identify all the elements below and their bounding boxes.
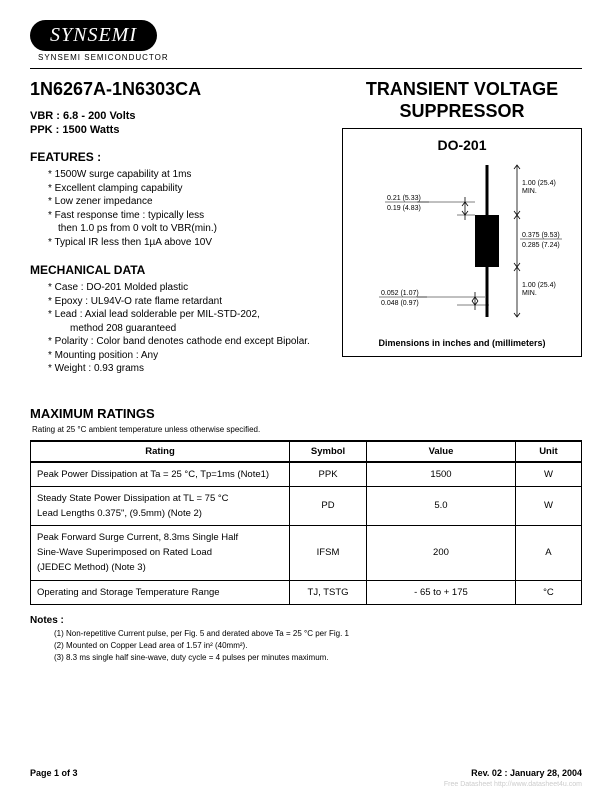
notes-title: Notes :: [30, 615, 582, 626]
feature-item: Low zener impedance: [48, 195, 330, 209]
ratings-table: Rating Symbol Value Unit Peak Power Diss…: [30, 440, 582, 605]
mech-item: Mounting position : Any: [48, 349, 330, 363]
mechanical-list: Case : DO-201 Molded plastic Epoxy : UL9…: [30, 281, 330, 322]
dim-body-a: 0.375 (9.53): [522, 232, 560, 239]
ratings-section: MAXIMUM RATINGS Rating at 25 °C ambient …: [30, 406, 582, 605]
dim-wire-b: 0.048 (0.97): [381, 300, 419, 307]
dim-wire-a: 0.052 (1.07): [381, 290, 419, 297]
symbol-cell: TJ, TSTG: [289, 580, 366, 604]
revision: Rev. 02 : January 28, 2004: [471, 768, 582, 778]
mech-item: Lead : Axial lead solderable per MIL-STD…: [48, 308, 330, 322]
unit-cell: °C: [515, 580, 581, 604]
table-row: Peak Power Dissipation at Ta = 25 °C, Tp…: [31, 462, 582, 487]
notes-list: (1) Non-repetitive Current pulse, per Fi…: [30, 628, 582, 664]
dim-lead-len2-sub: MIN.: [522, 290, 537, 297]
mech-subline: method 208 guaranteed: [30, 322, 330, 336]
dim-lead-len: 1.00 (25.4): [522, 180, 556, 187]
mech-item: Polarity : Color band denotes cathode en…: [48, 335, 330, 349]
feature-item: Fast response time : typically less: [48, 209, 330, 223]
right-column: TRANSIENT VOLTAGE SUPPRESSOR DO-201 1.00…: [342, 79, 582, 376]
features-list: 1500W surge capability at 1ms Excellent …: [30, 168, 330, 222]
mech-item: Case : DO-201 Molded plastic: [48, 281, 330, 295]
table-row: Peak Forward Surge Current, 8.3ms Single…: [31, 526, 582, 581]
features-list-2: Typical IR less then 1µA above 10V: [30, 236, 330, 250]
unit-cell: W: [515, 486, 581, 525]
symbol-cell: IFSM: [289, 526, 366, 581]
mechanical-title: MECHANICAL DATA: [30, 263, 330, 277]
header-row: 1N6267A-1N6303CA VBR : 6.8 - 200 Volts P…: [30, 79, 582, 376]
note-item: (3) 8.3 ms single half sine-wave, duty c…: [54, 652, 582, 664]
unit-cell: W: [515, 462, 581, 487]
value-cell: 1500: [367, 462, 516, 487]
dim-lead-len2: 1.00 (25.4): [522, 282, 556, 289]
symbol-cell: PPK: [289, 462, 366, 487]
unit-cell: A: [515, 526, 581, 581]
feature-item: Excellent clamping capability: [48, 182, 330, 196]
value-cell: 5.0: [367, 486, 516, 525]
feature-item: Typical IR less then 1µA above 10V: [48, 236, 330, 250]
header-divider: [30, 68, 582, 69]
features-title: FEATURES :: [30, 150, 330, 164]
ppk-spec: PPK : 1500 Watts: [30, 124, 330, 136]
col-symbol: Symbol: [289, 441, 366, 462]
dim-lead-dia-b: 0.19 (4.83): [387, 205, 421, 212]
note-item: (2) Mounted on Copper Lead area of 1.57 …: [54, 640, 582, 652]
package-box: DO-201 1.00 (25.4) MIN. 0.375 (9.53): [342, 128, 582, 357]
left-column: 1N6267A-1N6303CA VBR : 6.8 - 200 Volts P…: [30, 79, 330, 376]
footer: Page 1 of 3 Rev. 02 : January 28, 2004: [30, 768, 582, 778]
symbol-cell: PD: [289, 486, 366, 525]
dim-body-b: 0.285 (7.24): [522, 242, 560, 249]
rating-cell: Operating and Storage Temperature Range: [31, 580, 290, 604]
mech-item: Weight : 0.93 grams: [48, 362, 330, 376]
rating-cell: Peak Power Dissipation at Ta = 25 °C, Tp…: [31, 462, 290, 487]
brand-logo: SYNSEMI: [30, 20, 157, 51]
package-caption: Dimensions in inches and (millimeters): [351, 338, 573, 348]
notes-section: Notes : (1) Non-repetitive Current pulse…: [30, 615, 582, 664]
package-diagram: 1.00 (25.4) MIN. 0.375 (9.53) 0.285 (7.2…: [357, 157, 567, 332]
title-line2: SUPPRESSOR: [342, 101, 582, 123]
main-title: TRANSIENT VOLTAGE SUPPRESSOR: [342, 79, 582, 122]
ratings-title: MAXIMUM RATINGS: [30, 406, 582, 421]
note-item: (1) Non-repetitive Current pulse, per Fi…: [54, 628, 582, 640]
mech-item: Epoxy : UL94V-O rate flame retardant: [48, 295, 330, 309]
rating-cell: Peak Forward Surge Current, 8.3ms Single…: [31, 526, 290, 581]
mechanical-list-2: Polarity : Color band denotes cathode en…: [30, 335, 330, 376]
table-row: Steady State Power Dissipation at TL = 7…: [31, 486, 582, 525]
watermark: Free Datasheet http://www.datasheet4u.co…: [444, 781, 582, 788]
rating-cell: Steady State Power Dissipation at TL = 7…: [31, 486, 290, 525]
dim-lead-dia-a: 0.21 (5.33): [387, 195, 421, 202]
value-cell: - 65 to + 175: [367, 580, 516, 604]
logo-area: SYNSEMI SYNSEMI SEMICONDUCTOR: [30, 20, 582, 62]
page-number: Page 1 of 3: [30, 768, 78, 778]
value-cell: 200: [367, 526, 516, 581]
dim-lead-len-sub: MIN.: [522, 188, 537, 195]
col-unit: Unit: [515, 441, 581, 462]
feature-item: 1500W surge capability at 1ms: [48, 168, 330, 182]
vbr-spec: VBR : 6.8 - 200 Volts: [30, 110, 330, 122]
col-rating: Rating: [31, 441, 290, 462]
table-row: Operating and Storage Temperature RangeT…: [31, 580, 582, 604]
part-number-title: 1N6267A-1N6303CA: [30, 79, 330, 100]
brand-subtitle: SYNSEMI SEMICONDUCTOR: [38, 53, 582, 62]
col-value: Value: [367, 441, 516, 462]
ratings-note: Rating at 25 °C ambient temperature unle…: [32, 425, 582, 434]
feature-subline: then 1.0 ps from 0 volt to VBR(min.): [30, 222, 330, 236]
title-line1: TRANSIENT VOLTAGE: [342, 79, 582, 101]
package-name: DO-201: [351, 137, 573, 153]
table-header-row: Rating Symbol Value Unit: [31, 441, 582, 462]
